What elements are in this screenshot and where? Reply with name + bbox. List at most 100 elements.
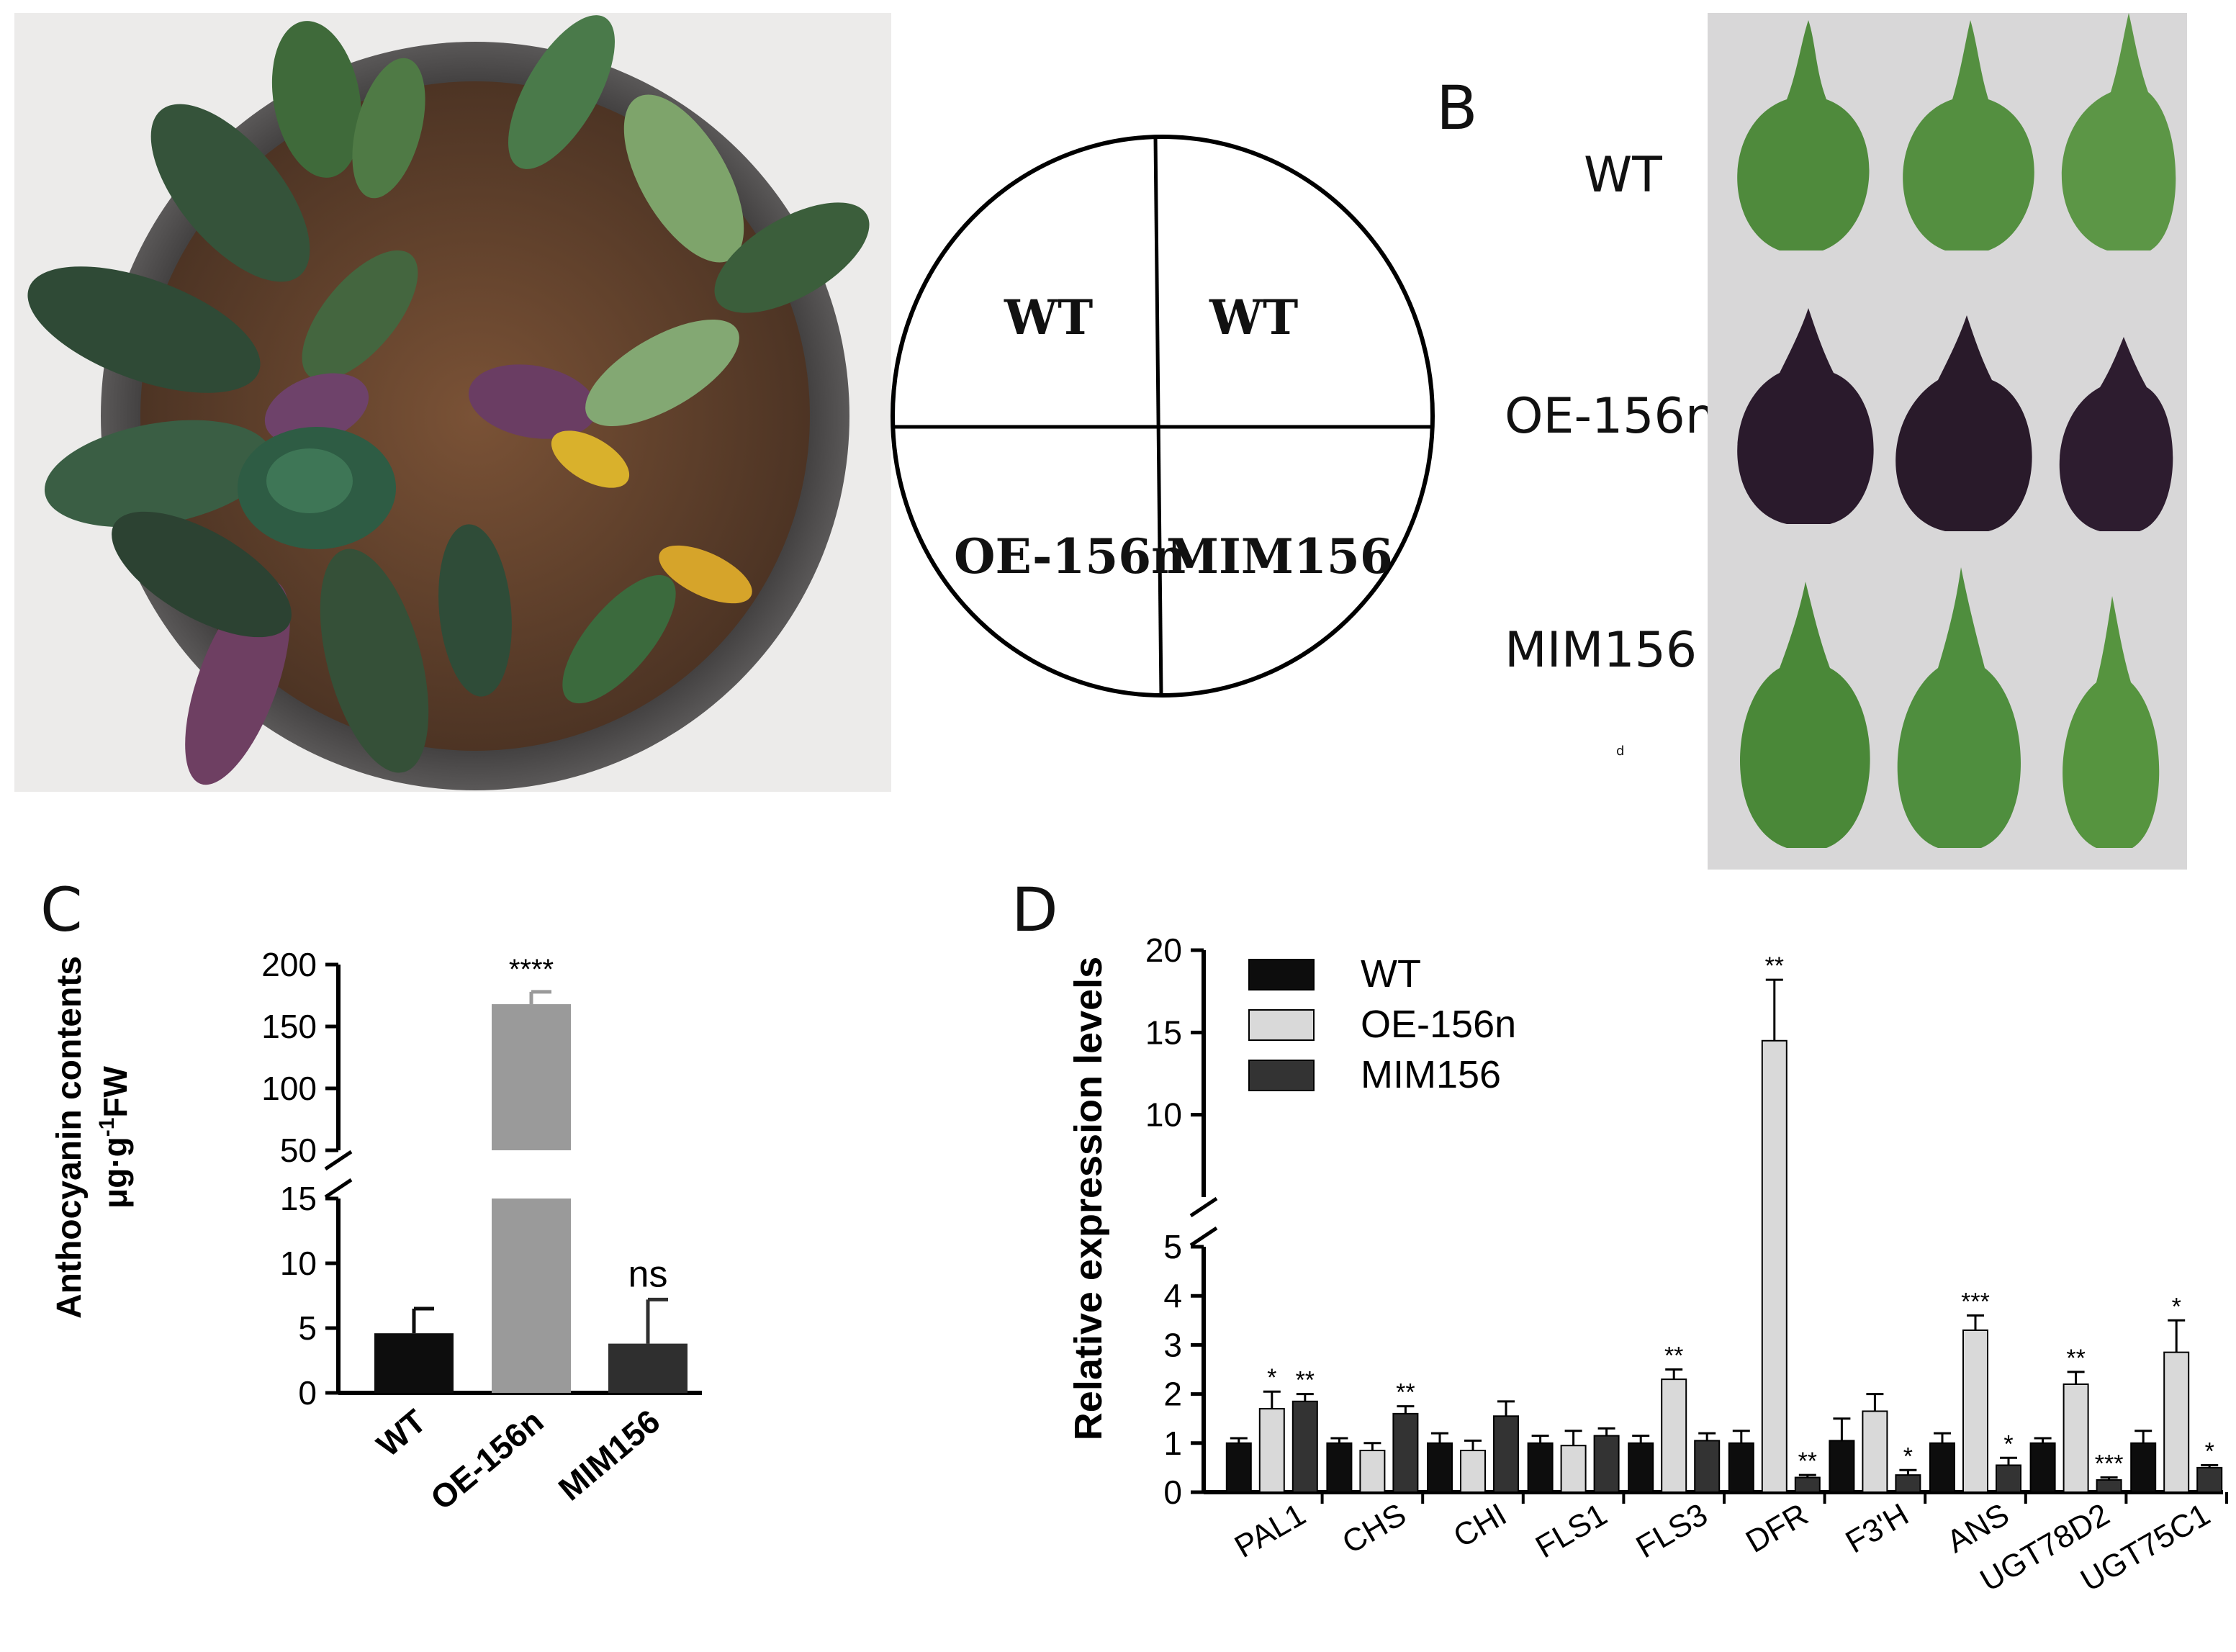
chart-d-ytick-label: 4	[1163, 1277, 1182, 1314]
chart-d-bar	[2063, 1383, 2089, 1493]
chart-d-xtick-label: FLS3	[1631, 1497, 1714, 1565]
chart-d-ytick-label: 15	[1145, 1014, 1182, 1051]
chart-c-ylabel-line2: μg·g-1FW	[95, 1065, 134, 1208]
panel-d-label: D	[1011, 875, 1058, 945]
chart-d-legend-swatch	[1248, 1060, 1315, 1091]
chart-d-bar	[1225, 1442, 1252, 1494]
chart-d-bar	[1359, 1450, 1386, 1494]
chart-d-xtick-label: CHI	[1448, 1497, 1513, 1554]
chart-d-xtick-label: PAL1	[1229, 1497, 1312, 1565]
leaf-row-wt	[1737, 13, 2176, 250]
chart-c-ylabel-line1: Anthocyanin contents	[50, 956, 89, 1319]
leaf-row-label-oe156n: OE-156n	[1505, 388, 1716, 445]
chart-d-xtick-label: CHS	[1336, 1497, 1412, 1561]
chart-d-bar	[2029, 1442, 2056, 1494]
chart-d-legend-swatch	[1248, 1009, 1315, 1041]
chart-d-ytick-label: 3	[1163, 1326, 1182, 1363]
quadrant-wt-right: WT	[1209, 289, 1299, 346]
chart-c-break-mark	[324, 1150, 353, 1171]
chart-d-bar	[1392, 1412, 1419, 1494]
quadrant-wt-left: WT	[1004, 289, 1094, 346]
chart-d-bar	[1560, 1445, 1587, 1493]
chart-c-bar	[492, 1199, 571, 1393]
chart-d-significance: *	[2205, 1437, 2214, 1465]
chart-d-significance: ***	[1961, 1288, 1990, 1315]
chart-d-significance: ***	[2095, 1450, 2124, 1478]
chart-d-significance: **	[1396, 1379, 1415, 1407]
chart-d-bar	[1794, 1476, 1821, 1494]
chart-d-bar	[1829, 1440, 1855, 1494]
chart-d-bar	[1527, 1442, 1554, 1494]
chart-c-break-mark	[324, 1178, 353, 1199]
chart-d-bar	[1593, 1435, 1620, 1493]
chart-d-bar	[1258, 1408, 1285, 1494]
pot-vertical-divider	[1153, 136, 1163, 696]
chart-c-ytick-label: 10	[280, 1245, 317, 1282]
chart-c-ytick-label: 150	[261, 1008, 317, 1045]
chart-d-legend-swatch	[1248, 959, 1315, 990]
chart-d-ylabel: Relative expression levels	[1067, 957, 1110, 1440]
quadrant-oe156n: OE-156n	[954, 528, 1186, 584]
chart-c-ytick-label: 0	[298, 1374, 317, 1412]
chart-d-bar	[1996, 1464, 2021, 1493]
chart-c-significance: ns	[628, 1253, 668, 1295]
chart-d-legend-label: OE-156n	[1361, 1003, 1516, 1046]
chart-d-bar	[1427, 1442, 1453, 1494]
chart-d-bar	[2130, 1442, 2157, 1494]
chart-c-ytick-label: 5	[298, 1309, 317, 1347]
chart-d-ytick-label: 0	[1163, 1473, 1182, 1511]
chart-d-xtick-label: FLS1	[1530, 1497, 1613, 1565]
chart-d-ytick-label: 2	[1163, 1376, 1182, 1413]
chart-c-significance: ****	[509, 954, 554, 985]
stray-mark: d	[1616, 744, 1625, 759]
panel-b-label: B	[1436, 73, 1478, 143]
chart-c-ytick-label: 100	[261, 1070, 317, 1107]
chart-c-ytick-label: 50	[280, 1132, 317, 1169]
plant-photo	[14, 13, 891, 792]
chart-d-ytick-label: 5	[1163, 1228, 1182, 1265]
chart-d-xtick-label: DFR	[1740, 1497, 1814, 1560]
chart-d-bar	[2163, 1351, 2190, 1493]
chart-d-significance: *	[2172, 1293, 2181, 1320]
chart-d-significance: **	[1664, 1342, 1683, 1370]
chart-d-legend-label: WT	[1361, 952, 1421, 996]
chart-d-bar	[1493, 1415, 1519, 1494]
chart-d-significance: **	[1296, 1367, 1315, 1394]
chart-d-ytick-label: 10	[1145, 1096, 1182, 1134]
chart-d-bar	[2096, 1479, 2122, 1493]
chart-d-significance: *	[1903, 1443, 1913, 1470]
chart-c-bar	[374, 1333, 454, 1393]
chart-d-significance: *	[1267, 1364, 1276, 1391]
chart-d-bar	[1728, 1442, 1754, 1494]
chart-d-bar	[1962, 1329, 1988, 1493]
pot-quadrant-diagram	[891, 135, 1435, 698]
chart-d-bar	[2196, 1466, 2223, 1494]
leaf-row-label-wt: WT	[1584, 147, 1662, 204]
chart-d-bar	[1862, 1410, 1888, 1493]
chart-d-bar	[1895, 1474, 1921, 1493]
chart-d-ytick-label: 20	[1145, 931, 1182, 969]
leaf-row-label-mim156: MIM156	[1505, 622, 1698, 679]
chart-d-break-mark	[1189, 1226, 1218, 1247]
chart-c-bar	[492, 1004, 571, 1150]
chart-c-ytick-label: 200	[261, 946, 317, 983]
chart-d-significance: *	[2003, 1430, 2013, 1458]
quadrant-mim156: MIM156	[1166, 528, 1393, 584]
chart-d-bar	[1460, 1450, 1486, 1494]
pot-outline	[891, 135, 1435, 698]
chart-c-ylabel: Anthocyanin contents μg·g-1FW	[50, 956, 134, 1319]
leaf-photo	[1708, 13, 2187, 870]
chart-d-bar	[1761, 1039, 1788, 1494]
chart-d-legend-label: MIM156	[1361, 1053, 1501, 1096]
chart-d-xtick-label: F3'H	[1840, 1497, 1915, 1560]
chart-d-significance: **	[2066, 1345, 2085, 1372]
leaf-row-oe156n	[1737, 308, 2173, 531]
panel-c-label: C	[40, 875, 83, 945]
chart-d-bar	[1326, 1442, 1353, 1494]
chart-d-bar	[1291, 1400, 1318, 1493]
chart-c-bar	[608, 1343, 688, 1393]
chart-c-ytick-label: 15	[280, 1180, 317, 1217]
chart-d-significance: **	[1765, 952, 1784, 980]
